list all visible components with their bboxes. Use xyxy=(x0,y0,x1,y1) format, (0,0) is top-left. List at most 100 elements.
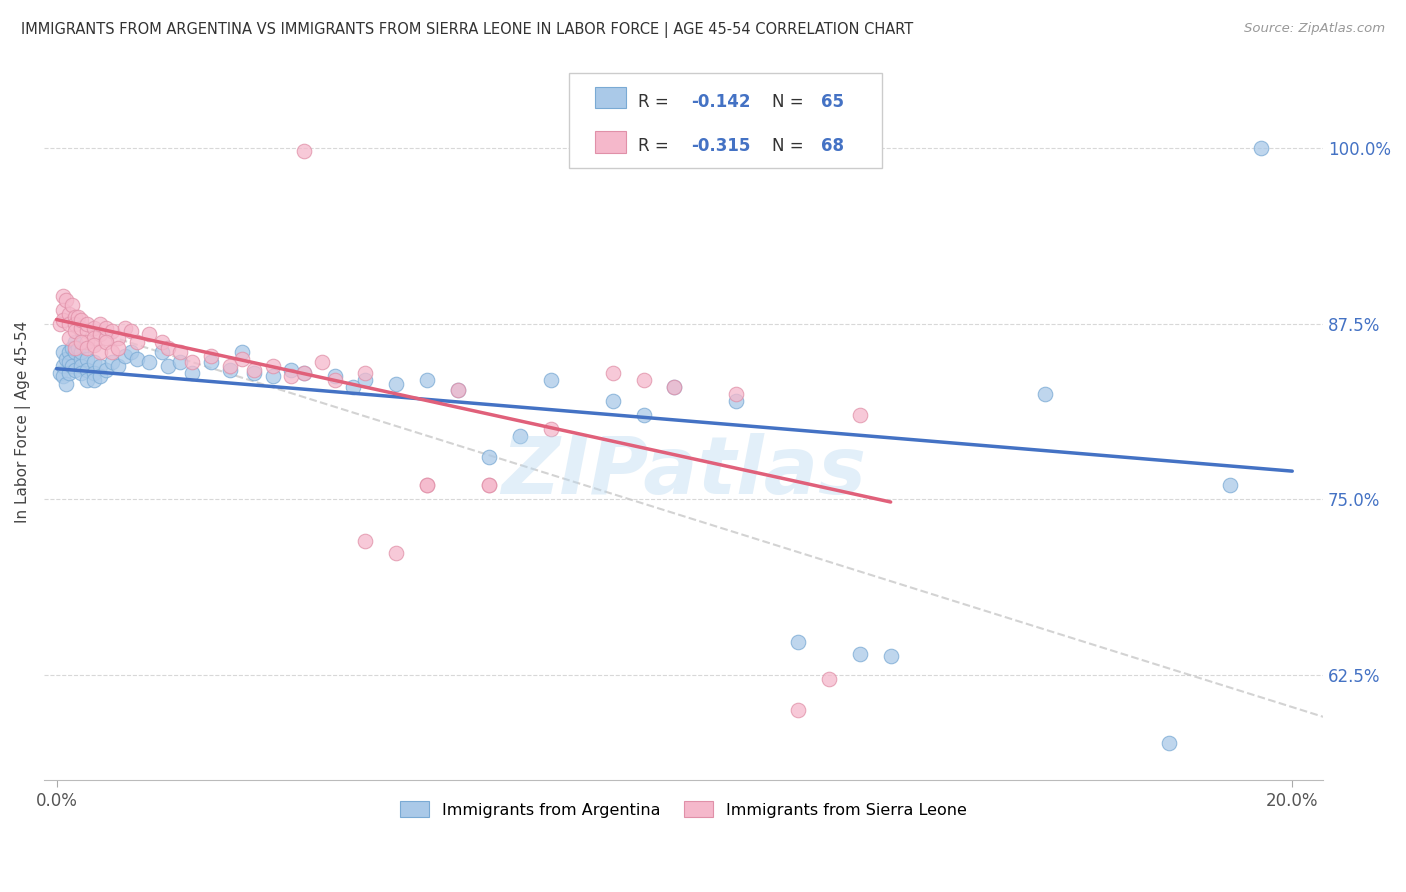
Point xyxy=(200,349,222,363)
Point xyxy=(89,344,111,359)
Point xyxy=(1033,387,1056,401)
Point xyxy=(169,344,191,359)
Point xyxy=(63,324,86,338)
Point xyxy=(292,144,315,158)
Point xyxy=(262,359,284,373)
Point xyxy=(83,338,105,352)
Point xyxy=(76,324,98,338)
Point xyxy=(58,307,80,321)
Point xyxy=(55,377,77,392)
Point xyxy=(48,317,70,331)
Point xyxy=(52,288,75,302)
Text: IMMIGRANTS FROM ARGENTINA VS IMMIGRANTS FROM SIERRA LEONE IN LABOR FORCE | AGE 4: IMMIGRANTS FROM ARGENTINA VS IMMIGRANTS … xyxy=(21,22,914,38)
Point xyxy=(70,351,93,366)
Point xyxy=(94,331,117,345)
Text: N =: N = xyxy=(772,93,808,111)
Point xyxy=(70,366,93,380)
Point xyxy=(70,359,93,373)
Point xyxy=(63,334,86,349)
Point xyxy=(48,366,70,380)
Point xyxy=(52,302,75,317)
Point xyxy=(323,368,346,383)
Point xyxy=(243,366,266,380)
Point xyxy=(447,383,470,397)
Point xyxy=(94,334,117,349)
Point xyxy=(89,359,111,373)
Y-axis label: In Labor Force | Age 45-54: In Labor Force | Age 45-54 xyxy=(15,321,31,523)
Point xyxy=(181,354,204,368)
Point xyxy=(848,408,870,422)
FancyBboxPatch shape xyxy=(595,87,626,109)
Point xyxy=(58,317,80,331)
Text: 68: 68 xyxy=(821,137,844,155)
FancyBboxPatch shape xyxy=(568,73,882,168)
Point xyxy=(70,312,93,326)
Point xyxy=(280,363,302,377)
Point xyxy=(156,359,179,373)
Point xyxy=(114,349,136,363)
Point xyxy=(311,354,333,368)
Point xyxy=(385,545,408,559)
Point xyxy=(76,363,98,377)
Point xyxy=(509,429,531,443)
Point xyxy=(181,366,204,380)
Point xyxy=(89,317,111,331)
Point xyxy=(60,298,83,312)
Point xyxy=(125,351,148,366)
Point xyxy=(52,312,75,326)
Point xyxy=(540,422,562,436)
Point xyxy=(107,331,129,345)
Point xyxy=(101,324,124,338)
Point xyxy=(354,373,377,387)
Point xyxy=(150,334,173,349)
Point xyxy=(58,331,80,345)
Point xyxy=(1250,141,1272,155)
Point xyxy=(76,317,98,331)
Point xyxy=(416,373,439,387)
Point xyxy=(52,359,75,373)
Point xyxy=(120,344,142,359)
Point xyxy=(633,373,655,387)
Point xyxy=(67,310,90,324)
Point xyxy=(94,363,117,377)
Point xyxy=(879,649,901,664)
Point xyxy=(292,366,315,380)
Point xyxy=(120,324,142,338)
Point xyxy=(231,344,253,359)
Point xyxy=(83,321,105,335)
Point xyxy=(416,478,439,492)
Point xyxy=(60,341,83,355)
Point xyxy=(70,334,93,349)
Point xyxy=(280,368,302,383)
Point xyxy=(218,363,240,377)
Point xyxy=(55,351,77,366)
Point xyxy=(385,377,408,392)
Point xyxy=(218,359,240,373)
Point xyxy=(1157,736,1180,750)
Point xyxy=(787,703,810,717)
Point xyxy=(76,341,98,355)
Point xyxy=(114,321,136,335)
Point xyxy=(416,478,439,492)
Text: Source: ZipAtlas.com: Source: ZipAtlas.com xyxy=(1244,22,1385,36)
Point xyxy=(725,393,748,408)
Point xyxy=(52,368,75,383)
Point xyxy=(354,534,377,549)
Point xyxy=(243,363,266,377)
Point xyxy=(633,408,655,422)
Text: R =: R = xyxy=(638,93,673,111)
Point xyxy=(262,368,284,383)
Point xyxy=(70,321,93,335)
Point xyxy=(76,373,98,387)
Point xyxy=(52,344,75,359)
Point xyxy=(664,380,686,394)
Point xyxy=(63,341,86,355)
Point xyxy=(76,351,98,366)
FancyBboxPatch shape xyxy=(595,131,626,153)
Point xyxy=(138,354,160,368)
Point xyxy=(58,366,80,380)
Point xyxy=(200,354,222,368)
Point xyxy=(664,380,686,394)
Point xyxy=(602,393,624,408)
Point xyxy=(125,334,148,349)
